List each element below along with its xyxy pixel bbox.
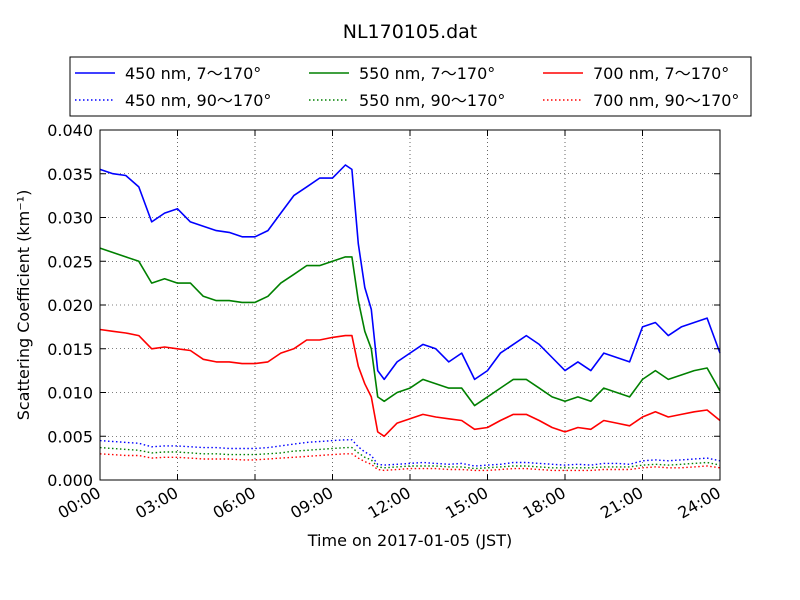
y-tick-label: 0.035 (47, 165, 93, 184)
x-tick-label: 09:00 (287, 483, 336, 523)
x-tick-label: 12:00 (365, 483, 414, 523)
y-tick-label: 0.010 (47, 384, 93, 403)
y-tick-label: 0.020 (47, 296, 93, 315)
series-lines (99, 164, 721, 472)
series-line-2 (99, 328, 721, 438)
legend-label-5: 700 nm, 90～170° (593, 91, 739, 110)
y-tick-label: 0.040 (47, 121, 93, 140)
x-tick-label: 06:00 (210, 483, 259, 523)
y-axis-label: Scattering Coefficient (km⁻¹) (14, 190, 33, 421)
legend-label-0: 450 nm, 7～170° (125, 64, 261, 83)
legend-label-3: 450 nm, 90～170° (125, 91, 271, 110)
legend-frame (69, 56, 752, 117)
legend: 450 nm, 7～170° 550 nm, 7～170° 700 nm, 7～17… (69, 56, 752, 117)
y-tick-label: 0.000 (47, 471, 93, 490)
series-line-1 (99, 247, 721, 407)
x-tick-label: 24:00 (675, 483, 724, 523)
series-line-0 (99, 164, 721, 381)
x-tick-label: 18:00 (520, 483, 569, 523)
axis-ticks: 00:00 03:00 06:00 09:00 12:00 15:00 18:00 21:00… (47, 121, 724, 523)
y-tick-label: 0.005 (47, 427, 93, 446)
legend-label-2: 700 nm, 7～170° (593, 64, 729, 83)
legend-label-1: 550 nm, 7～170° (359, 64, 495, 83)
y-tick-label: 0.025 (47, 252, 93, 271)
grid (100, 130, 720, 480)
x-tick-label: 03:00 (132, 483, 181, 523)
y-tick-label: 0.015 (47, 340, 93, 359)
y-tick-label: 0.030 (47, 209, 93, 228)
legend-label-4: 550 nm, 90～170° (359, 91, 505, 110)
chart-title: NL170105.dat (343, 21, 478, 43)
x-tick-label: 15:00 (442, 483, 491, 523)
x-tick-label: 21:00 (597, 483, 646, 523)
x-axis-label: Time on 2017-01-05 (JST) (307, 531, 512, 550)
